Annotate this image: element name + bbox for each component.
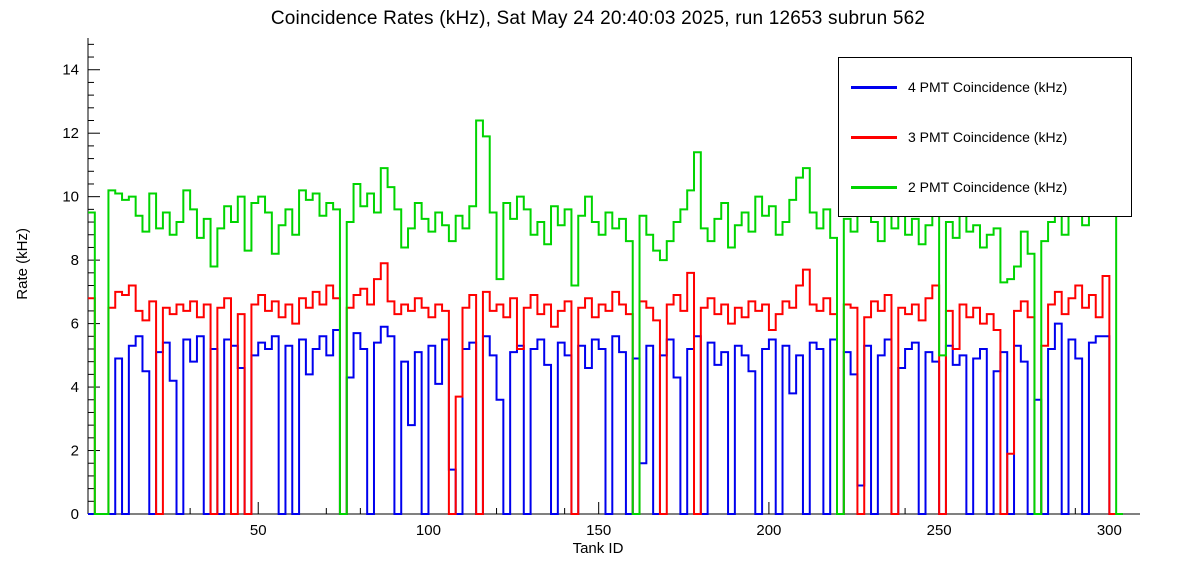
legend-line-2pmt-icon [851, 185, 897, 189]
svg-text:50: 50 [250, 522, 267, 539]
svg-text:8: 8 [71, 252, 79, 269]
svg-text:100: 100 [416, 522, 441, 539]
legend-label-4pmt: 4 PMT Coincidence (kHz) [908, 79, 1068, 95]
svg-text:2: 2 [71, 443, 79, 460]
legend-entry-4pmt: 4 PMT Coincidence (kHz) [839, 79, 1131, 95]
legend-entry-3pmt: 3 PMT Coincidence (kHz) [839, 129, 1131, 145]
legend-label-2pmt: 2 PMT Coincidence (kHz) [908, 179, 1068, 195]
svg-text:0: 0 [71, 506, 79, 523]
legend-line-4pmt-icon [851, 85, 897, 89]
svg-text:300: 300 [1097, 522, 1122, 539]
svg-text:6: 6 [71, 316, 79, 333]
chart-title: Coincidence Rates (kHz), Sat May 24 20:4… [270, 8, 926, 29]
svg-text:12: 12 [62, 125, 79, 142]
svg-text:150: 150 [586, 522, 611, 539]
legend-line-3pmt-icon [851, 135, 897, 139]
x-axis-title: Tank ID [572, 540, 624, 557]
svg-text:14: 14 [62, 62, 79, 79]
legend-entry-2pmt: 2 PMT Coincidence (kHz) [839, 179, 1131, 195]
svg-text:200: 200 [756, 522, 781, 539]
svg-text:4: 4 [71, 379, 79, 396]
svg-text:250: 250 [927, 522, 952, 539]
legend: 4 PMT Coincidence (kHz) 3 PMT Coincidenc… [838, 57, 1132, 217]
legend-label-3pmt: 3 PMT Coincidence (kHz) [908, 129, 1068, 145]
svg-text:10: 10 [62, 189, 79, 206]
